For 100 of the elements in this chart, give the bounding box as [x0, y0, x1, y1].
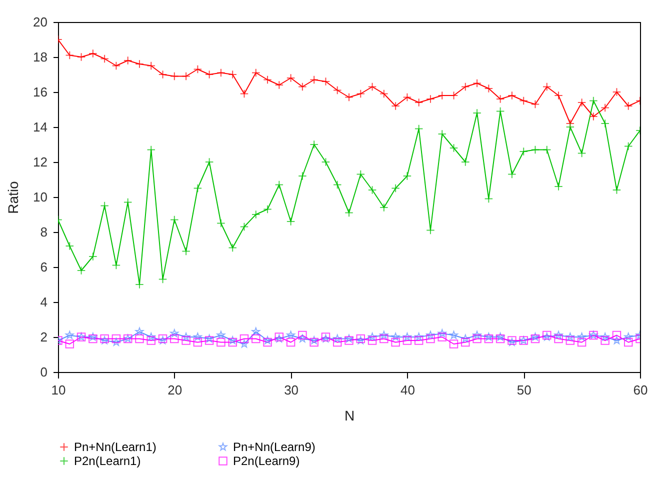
x-tick-label: 50	[516, 382, 532, 398]
point	[193, 64, 202, 74]
point	[472, 330, 482, 339]
x-axis-title: N	[344, 408, 355, 424]
point	[566, 122, 575, 132]
point	[624, 338, 633, 347]
point	[577, 338, 586, 347]
point	[344, 208, 354, 218]
point	[216, 218, 226, 228]
point	[624, 102, 633, 110]
point	[146, 336, 156, 345]
point	[368, 336, 377, 345]
y-tick-label: 6	[40, 260, 48, 274]
point	[182, 332, 190, 341]
point	[508, 170, 516, 179]
point	[263, 338, 272, 347]
point	[496, 332, 504, 341]
point	[135, 334, 144, 344]
point	[193, 338, 202, 347]
point	[228, 338, 237, 347]
point	[263, 336, 272, 344]
point	[65, 242, 74, 250]
point	[182, 336, 190, 345]
legend-label: Pn+Nn(Learn1)	[74, 440, 156, 454]
point	[332, 180, 342, 190]
point	[158, 274, 168, 284]
point	[344, 92, 354, 102]
point	[391, 338, 400, 347]
point	[88, 332, 98, 341]
point	[530, 145, 540, 154]
point	[600, 332, 610, 341]
point	[577, 98, 586, 107]
point	[112, 260, 121, 270]
legend-label: P2n(Learn9)	[233, 454, 300, 468]
point	[391, 102, 400, 110]
point	[414, 124, 424, 134]
point	[135, 327, 144, 336]
point	[391, 184, 400, 193]
point	[182, 246, 190, 256]
point	[332, 338, 342, 347]
y-tick-label: 2	[40, 330, 48, 344]
point	[542, 82, 552, 92]
point	[298, 330, 307, 340]
point	[170, 72, 179, 81]
point	[240, 89, 249, 98]
point	[310, 336, 318, 344]
point	[286, 330, 295, 339]
y-tick-label: 20	[33, 14, 48, 30]
point	[298, 82, 307, 92]
point	[472, 334, 482, 344]
point	[100, 201, 109, 210]
y-tick-label: 0	[40, 364, 48, 380]
point	[496, 334, 505, 344]
point	[554, 334, 563, 344]
point	[519, 147, 528, 156]
point	[426, 94, 435, 104]
point	[204, 336, 214, 345]
point	[402, 336, 412, 345]
point	[380, 330, 388, 339]
point	[380, 203, 388, 212]
point	[449, 340, 458, 348]
x-tick-label: 30	[284, 382, 299, 398]
point	[578, 332, 586, 341]
point	[624, 332, 633, 341]
point	[600, 103, 610, 112]
point	[170, 334, 179, 344]
point	[612, 330, 622, 340]
point	[310, 75, 318, 84]
point	[286, 74, 296, 82]
point	[65, 340, 74, 348]
point	[542, 145, 552, 154]
point	[170, 215, 179, 224]
point	[624, 142, 633, 151]
point	[519, 96, 528, 106]
point	[193, 184, 202, 193]
point	[146, 145, 156, 154]
point	[461, 158, 470, 166]
point	[438, 329, 446, 338]
point	[204, 158, 214, 166]
point	[321, 158, 330, 166]
point	[88, 334, 98, 344]
point	[65, 330, 74, 339]
point	[450, 330, 458, 339]
point	[274, 180, 284, 190]
point	[76, 266, 86, 275]
point	[461, 338, 470, 347]
y-tick-label: 18	[33, 50, 48, 64]
point	[263, 75, 272, 84]
point	[112, 61, 121, 70]
point	[216, 338, 226, 347]
point	[496, 106, 505, 116]
point	[461, 82, 470, 92]
y-tick-label: 8	[40, 224, 48, 240]
point	[240, 340, 248, 348]
x-tick-label: 10	[51, 382, 66, 398]
point	[252, 327, 260, 336]
point	[414, 336, 424, 345]
x-tick-label: 40	[400, 382, 415, 398]
point	[321, 77, 330, 86]
x-tick-label: 60	[633, 382, 648, 398]
